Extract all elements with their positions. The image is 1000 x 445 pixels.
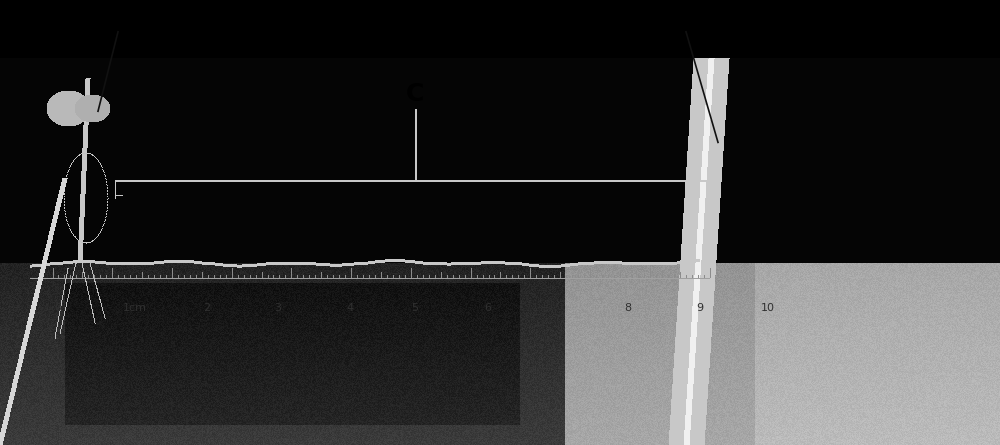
Text: 2: 2 xyxy=(203,303,211,313)
Text: 4: 4 xyxy=(346,303,354,313)
Text: A: A xyxy=(108,18,128,42)
Text: 0: 0 xyxy=(54,303,62,313)
Text: 5: 5 xyxy=(412,303,418,313)
Text: 3: 3 xyxy=(274,303,282,313)
Text: 10: 10 xyxy=(761,303,775,313)
Text: B: B xyxy=(676,18,696,42)
Text: 1cm: 1cm xyxy=(123,303,147,313)
Text: 6: 6 xyxy=(484,303,492,313)
Text: 9: 9 xyxy=(696,303,704,313)
Text: 8: 8 xyxy=(624,303,632,313)
Text: C: C xyxy=(406,82,424,106)
